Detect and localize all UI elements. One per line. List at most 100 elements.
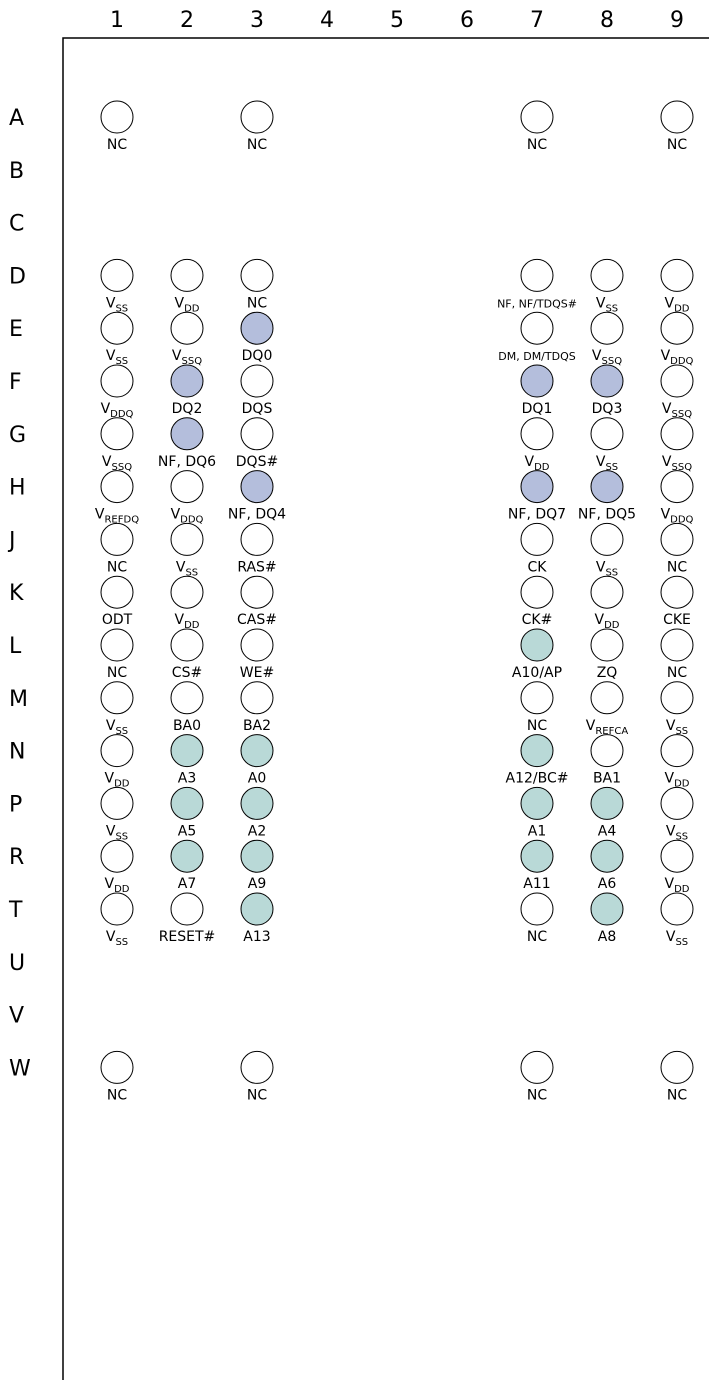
pin-K2: VDD — [170, 575, 204, 631]
row-label-W: W — [9, 1056, 31, 1081]
pin-H3: NF, DQ4 — [228, 470, 286, 523]
pin-L7: A10/AP — [512, 628, 562, 681]
pin-N1: VDD — [100, 734, 134, 790]
pin-label-G1: VSSQ — [102, 454, 132, 473]
pin-M9: VSS — [660, 681, 694, 737]
pin-label-J8: VSS — [596, 559, 618, 578]
pin-label-H9: VDDQ — [661, 507, 694, 526]
pin-label-W3: NC — [247, 1087, 267, 1103]
pin-label-R3: A9 — [248, 876, 266, 892]
ball-F8 — [590, 364, 624, 398]
ball-D1 — [100, 258, 134, 292]
pin-label-P9: VSS — [666, 823, 688, 842]
ball-J2 — [170, 522, 204, 556]
pin-W9: NC — [660, 1050, 694, 1103]
pin-L2: CS# — [170, 628, 204, 681]
pin-A9: NC — [660, 100, 694, 153]
column-label-4: 4 — [320, 8, 334, 33]
pin-K1: ODT — [100, 575, 134, 628]
ball-R3 — [240, 839, 274, 873]
pin-W7: NC — [520, 1050, 554, 1103]
ball-M2 — [170, 681, 204, 715]
ball-W7 — [520, 1050, 554, 1084]
ball-N2 — [170, 734, 204, 768]
ball-E3 — [240, 311, 274, 345]
ball-P8 — [590, 786, 624, 820]
pin-label-A3: NC — [247, 137, 267, 153]
pin-T7: NC — [520, 892, 554, 945]
pin-label-P1: VSS — [106, 823, 128, 842]
ball-G3 — [240, 417, 274, 451]
pin-label-M1: VSS — [106, 718, 128, 737]
pin-D2: VDD — [170, 258, 204, 314]
ball-R8 — [590, 839, 624, 873]
pin-label-L7: A10/AP — [512, 665, 562, 681]
ball-T7 — [520, 892, 554, 926]
ball-L1 — [100, 628, 134, 662]
pin-label-T1: VSS — [106, 929, 128, 948]
pin-label-E9: VDDQ — [661, 348, 694, 367]
ball-R1 — [100, 839, 134, 873]
ball-T8 — [590, 892, 624, 926]
ball-F7 — [520, 364, 554, 398]
ball-H9 — [660, 470, 694, 504]
ball-H1 — [100, 470, 134, 504]
pin-G3: DQS# — [236, 417, 278, 470]
pin-label-E2: VSSQ — [172, 348, 202, 367]
row-label-E: E — [9, 317, 23, 342]
ball-R7 — [520, 839, 554, 873]
ball-T1 — [100, 892, 134, 926]
ball-N9 — [660, 734, 694, 768]
pin-label-H7: NF, DQ7 — [508, 507, 566, 523]
pin-F3: DQS — [240, 364, 274, 417]
ball-K3 — [240, 575, 274, 609]
ball-L8 — [590, 628, 624, 662]
pin-M3: BA2 — [240, 681, 274, 734]
pin-R2: A7 — [170, 839, 204, 892]
pin-label-H1: VREFDQ — [95, 507, 139, 526]
ball-E9 — [660, 311, 694, 345]
ball-W9 — [660, 1050, 694, 1084]
pin-H2: VDDQ — [170, 470, 204, 526]
pin-label-P7: A1 — [528, 823, 546, 839]
row-label-H: H — [9, 476, 26, 501]
pin-M7: NC — [520, 681, 554, 734]
ball-N1 — [100, 734, 134, 768]
ball-N7 — [520, 734, 554, 768]
ball-P1 — [100, 786, 134, 820]
pin-label-J2: VSS — [176, 559, 198, 578]
ball-F9 — [660, 364, 694, 398]
row-label-R: R — [9, 845, 24, 870]
row-labels: A B C D E F G H J K L M N P R T U V W — [7, 106, 31, 1081]
pin-H1: VREFDQ — [95, 470, 139, 526]
pin-label-M2: BA0 — [173, 718, 201, 734]
pin-label-R7: A11 — [523, 876, 550, 892]
pin-N3: A0 — [240, 734, 274, 787]
pin-label-A7: NC — [527, 137, 547, 153]
row-label-V: V — [9, 1004, 24, 1029]
pin-label-R1: VDD — [105, 876, 130, 895]
pin-J3: RAS# — [237, 522, 277, 575]
pin-G9: VSSQ — [660, 417, 694, 473]
ball-F1 — [100, 364, 134, 398]
column-label-8: 8 — [600, 8, 614, 33]
ball-P9 — [660, 786, 694, 820]
ball-P7 — [520, 786, 554, 820]
pin-label-L1: NC — [107, 665, 127, 681]
pin-label-H8: NF, DQ5 — [578, 507, 636, 523]
pin-J9: NC — [660, 522, 694, 575]
ball-M3 — [240, 681, 274, 715]
pin-K8: VDD — [590, 575, 624, 631]
pin-R9: VDD — [660, 839, 694, 895]
ball-K1 — [100, 575, 134, 609]
ball-L2 — [170, 628, 204, 662]
pin-label-N1: VDD — [105, 771, 130, 790]
ball-N8 — [590, 734, 624, 768]
pin-label-K9: CKE — [663, 612, 691, 628]
ball-H3 — [240, 470, 274, 504]
ball-T3 — [240, 892, 274, 926]
pin-label-D3: NC — [247, 295, 267, 311]
ball-F2 — [170, 364, 204, 398]
ball-D8 — [590, 258, 624, 292]
pin-label-D7: NF, NF/TDQS# — [497, 297, 577, 310]
